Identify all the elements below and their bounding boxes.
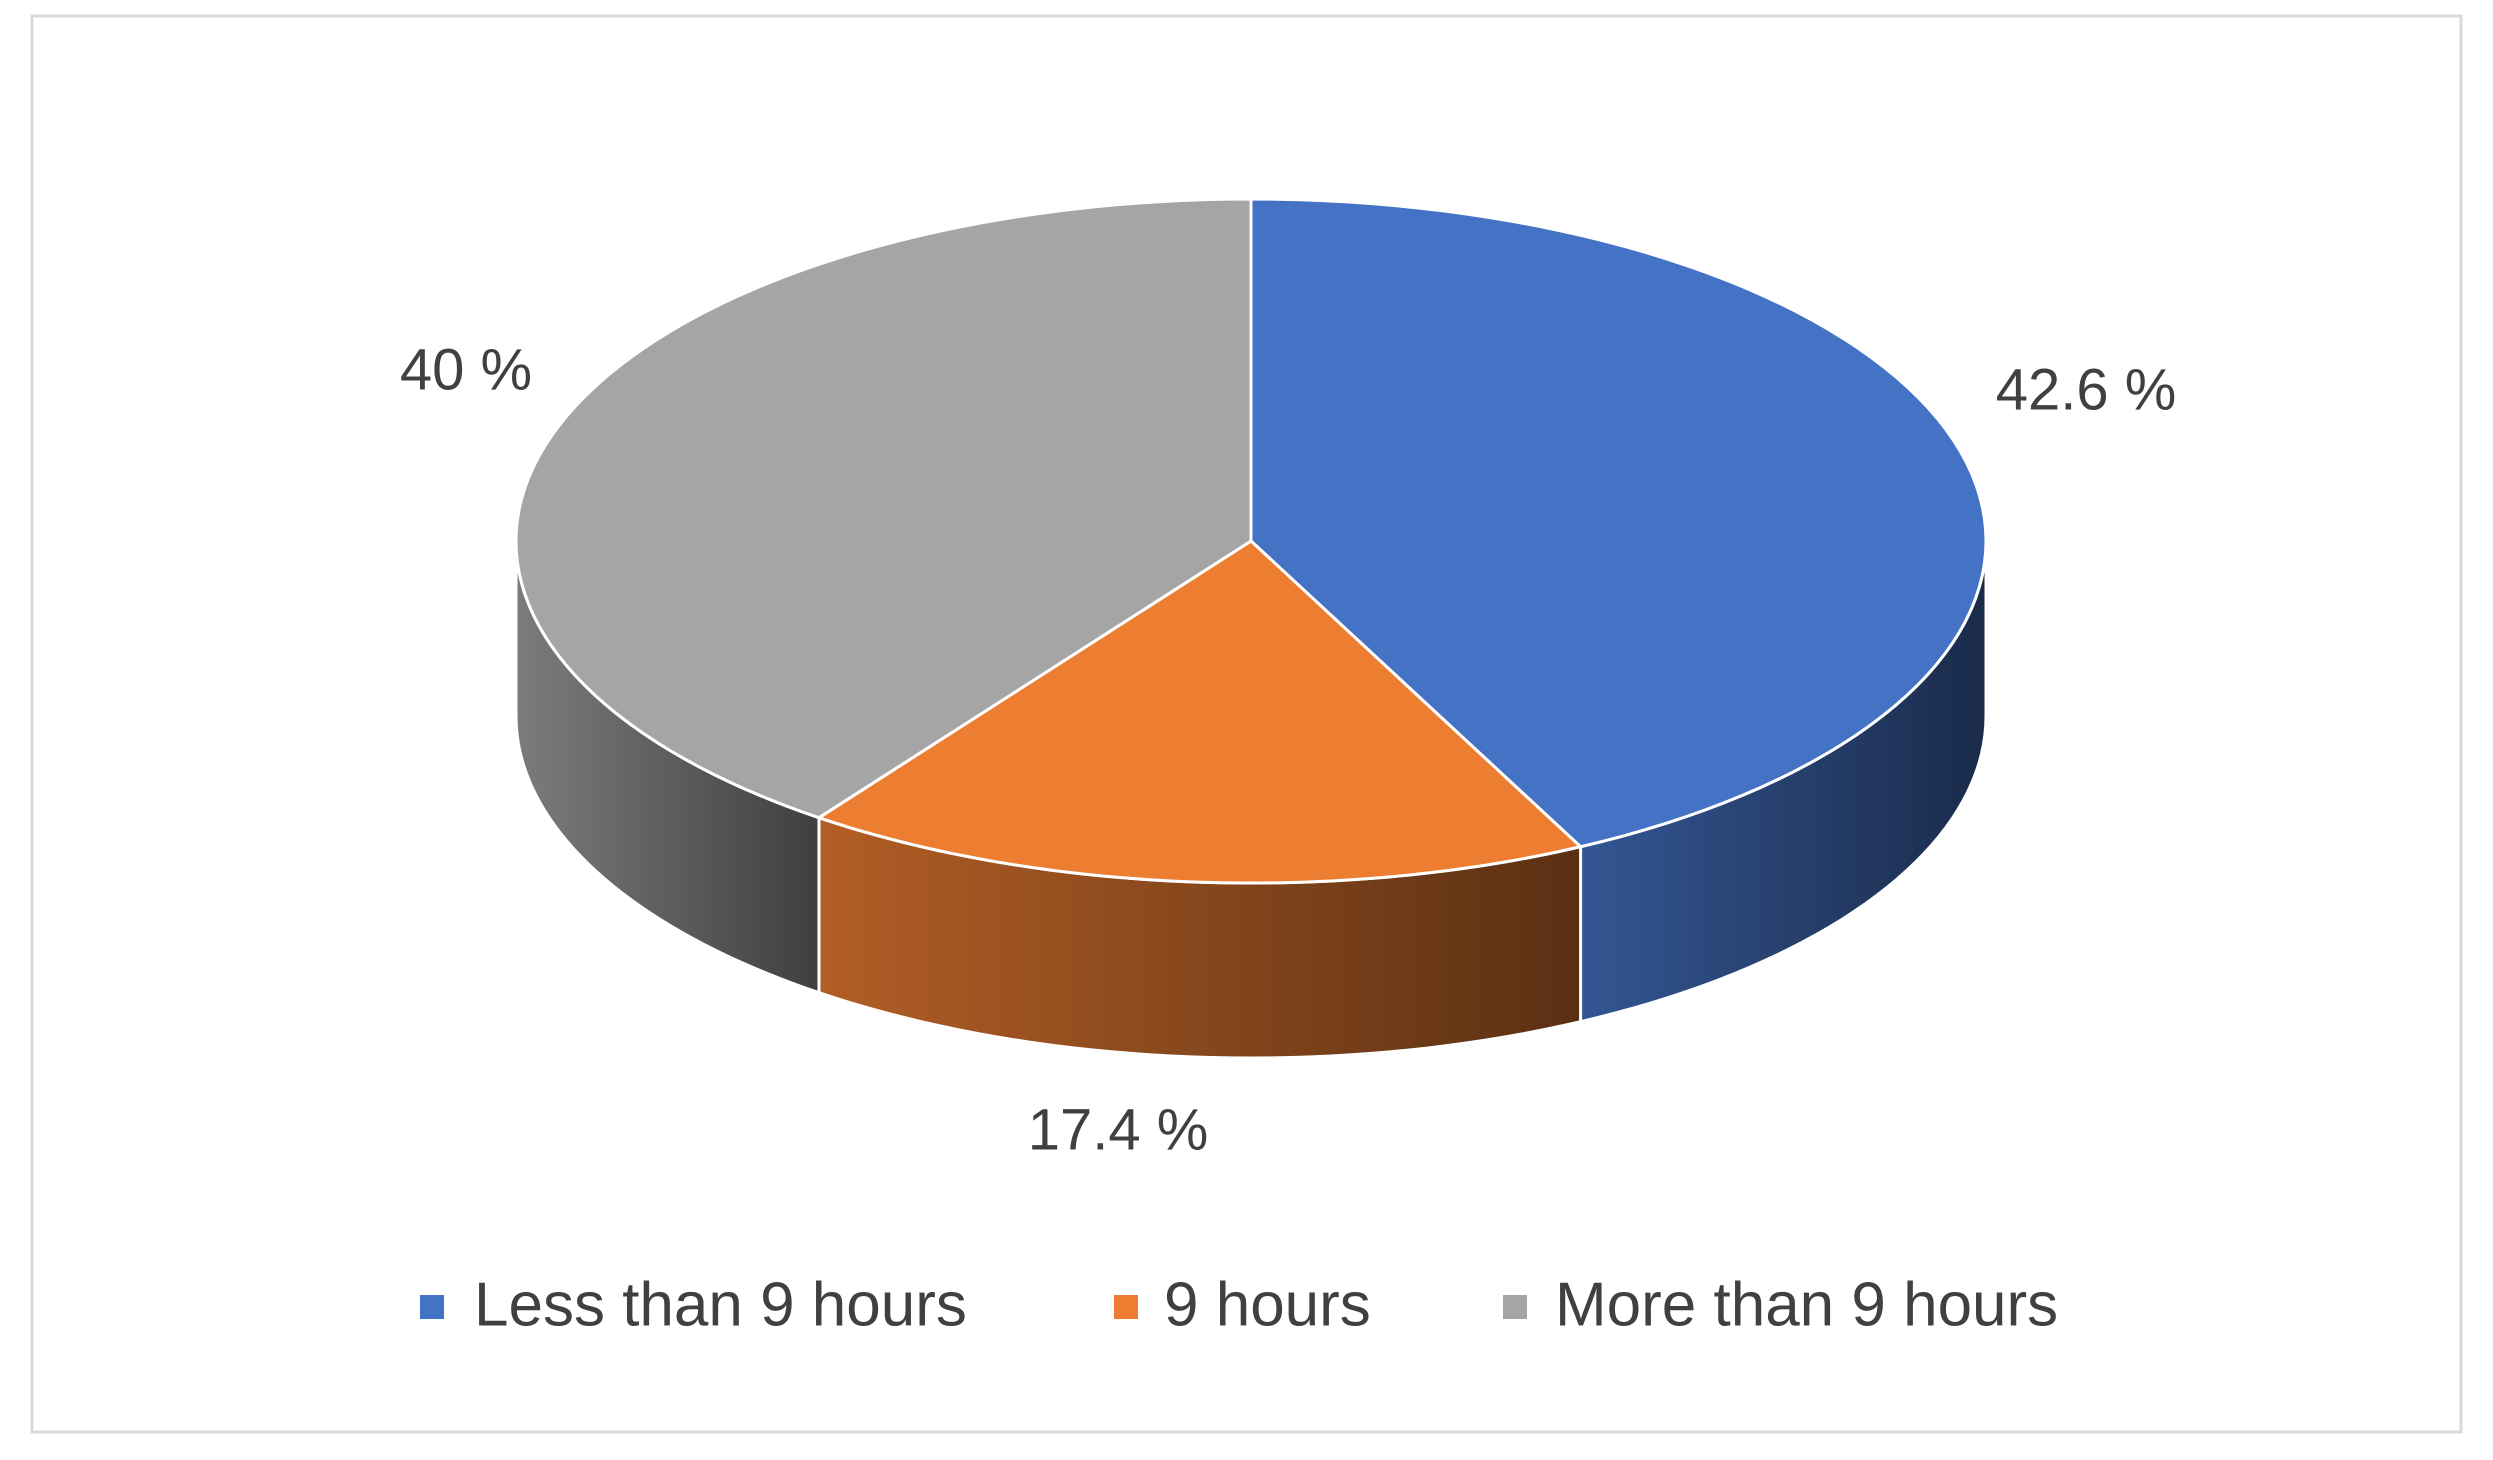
legend-label: 9 hours [1164, 1270, 1371, 1339]
legend-swatch [1503, 1295, 1527, 1319]
slice [514, 197, 1253, 820]
slice [815, 539, 1584, 885]
legend-swatch [1114, 1295, 1138, 1319]
data-label: 42.6 % [1996, 357, 2177, 422]
data-label: 40 % [400, 337, 532, 402]
legend-label: More than 9 hours [1555, 1270, 2058, 1339]
legend-swatch [420, 1295, 444, 1319]
legend-label: Less than 9 hours [474, 1270, 967, 1339]
slice [1249, 197, 1988, 849]
data-label: 17.4 % [1028, 1097, 1209, 1162]
